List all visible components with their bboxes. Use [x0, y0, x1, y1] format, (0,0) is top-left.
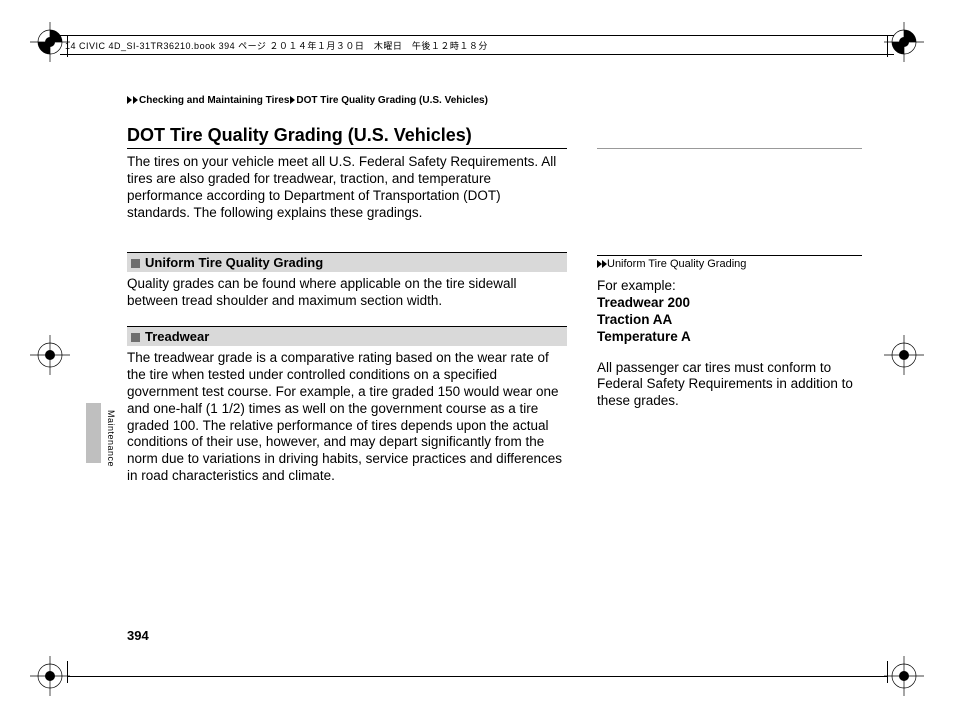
breadcrumb-seg2: DOT Tire Quality Grading (U.S. Vehicles) [296, 95, 488, 106]
subhead-uniform-grading: Uniform Tire Quality Grading [127, 252, 567, 272]
document-header: 14 CIVIC 4D_SI-31TR36210.book 394 ページ ２０… [60, 35, 894, 55]
subhead-text: Treadwear [145, 329, 209, 344]
crop-mark [30, 335, 70, 375]
crop-mark [884, 335, 924, 375]
frame-line [67, 661, 68, 683]
subhead-treadwear: Treadwear [127, 326, 567, 346]
subhead-text: Uniform Tire Quality Grading [145, 255, 323, 270]
page-number: 394 [127, 628, 149, 643]
side-example-label: For example: [597, 278, 857, 295]
side-example-3: Temperature A [597, 329, 857, 346]
crop-mark [30, 656, 70, 696]
frame-line [887, 661, 888, 683]
side-rule [597, 148, 862, 149]
side-note: All passenger car tires must conform to … [597, 360, 857, 411]
triangle-icon [127, 96, 132, 104]
body-treadwear: The treadwear grade is a comparative rat… [127, 350, 567, 485]
header-text: 14 CIVIC 4D_SI-31TR36210.book 394 ページ ２０… [65, 39, 488, 52]
side-example-1: Treadwear 200 [597, 295, 857, 312]
side-content: For example: Treadwear 200 Traction AA T… [597, 278, 857, 410]
crop-mark [884, 656, 924, 696]
body-uniform-grading: Quality grades can be found where applic… [127, 276, 567, 310]
section-tab-label: Maintenance [106, 410, 116, 467]
breadcrumb-seg1: Checking and Maintaining Tires [139, 95, 289, 106]
triangle-icon [290, 96, 295, 104]
square-icon [131, 333, 140, 342]
frame-line [67, 676, 887, 677]
side-heading-text: Uniform Tire Quality Grading [607, 258, 746, 270]
square-icon [131, 259, 140, 268]
page-title: DOT Tire Quality Grading (U.S. Vehicles) [127, 125, 472, 146]
title-rule [127, 148, 567, 149]
side-subhead: Uniform Tire Quality Grading [597, 255, 862, 270]
triangle-icon [133, 96, 138, 104]
side-example-2: Traction AA [597, 312, 857, 329]
intro-paragraph: The tires on your vehicle meet all U.S. … [127, 154, 567, 222]
section-tab [86, 403, 101, 463]
breadcrumb: Checking and Maintaining Tires DOT Tire Q… [127, 95, 488, 106]
